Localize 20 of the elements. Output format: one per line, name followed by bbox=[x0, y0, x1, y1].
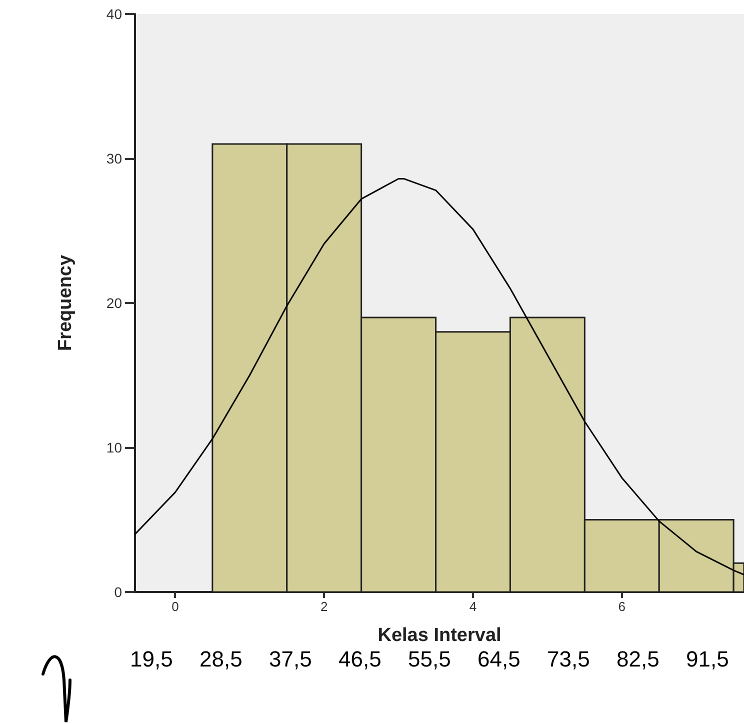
text: 46,5 bbox=[338, 646, 382, 672]
text: 91,5 bbox=[686, 646, 729, 672]
y-tick-label: 10 bbox=[106, 440, 122, 456]
text: 37,5 bbox=[269, 646, 312, 672]
text: 64,5 bbox=[478, 646, 520, 672]
y-tick-label: 30 bbox=[106, 150, 122, 166]
text: 28,5 bbox=[200, 646, 242, 672]
y-axis-title: Frequency bbox=[55, 254, 76, 352]
y-tick-label: 0 bbox=[114, 584, 122, 600]
x-tick-label: 4 bbox=[469, 599, 477, 614]
text: 82,5 bbox=[616, 646, 660, 672]
y-tick-label: 20 bbox=[106, 295, 122, 311]
text: 55,5 bbox=[408, 646, 451, 672]
x-tick-label: 0 bbox=[172, 599, 179, 614]
text: 19,5 bbox=[130, 646, 173, 672]
text: 73,5 bbox=[547, 646, 590, 672]
x-tick-label: 2 bbox=[320, 599, 328, 614]
y-tick-label: 40 bbox=[106, 6, 122, 22]
x-axis-title: Kelas Interval bbox=[378, 625, 502, 646]
x-tick-label: 6 bbox=[618, 599, 626, 614]
